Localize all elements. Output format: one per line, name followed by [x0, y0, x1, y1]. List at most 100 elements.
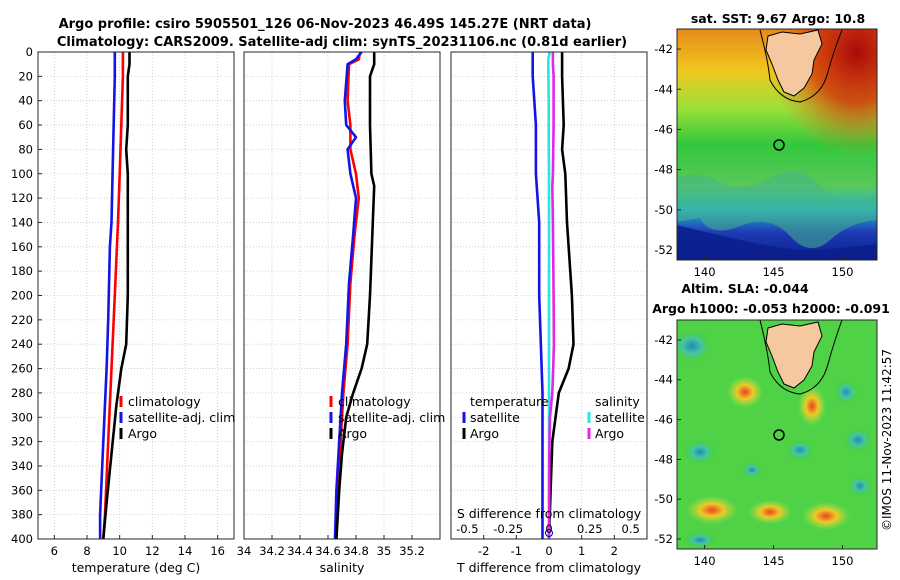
temperature-lines: [98, 52, 131, 539]
y-tick-label: 220: [11, 313, 33, 327]
sla-map-frame: [676, 319, 878, 550]
y-tick-label: 20: [18, 69, 33, 83]
sla-low-eddy: [848, 476, 872, 496]
y-tick-label: 280: [11, 386, 33, 400]
salinity-xticks: 34 34.2 34.4 34.6 34.8 35 35.2: [237, 535, 425, 558]
y-tick-label: 260: [11, 362, 33, 376]
x-tick-label: 34.8: [343, 544, 369, 558]
x-tick-label: -1: [511, 544, 522, 558]
sla-high-eddy: [802, 502, 850, 530]
y-tick-label: 0: [26, 45, 33, 59]
x-tick-label: 34.6: [315, 544, 341, 558]
difference-xlabel: T difference from climatology: [456, 560, 642, 575]
y-tick-label: 100: [11, 167, 33, 181]
temperature-legend: climatology satellite-adj. clim Argo: [119, 394, 235, 441]
map-y-tick-label: -44: [654, 82, 673, 96]
s-diff-tick-label: 0.5: [622, 522, 640, 536]
sla-map: Altim. SLA: -0.044 Argo h1000: -0.053 h2…: [652, 281, 890, 568]
series-line-s-argo: [547, 52, 556, 539]
sla-low-eddy: [677, 330, 712, 362]
salinity-panel: 34 34.2 34.4 34.6 34.8 35 35.2 salinity climat…: [237, 51, 445, 575]
x-tick-label: 14: [178, 544, 193, 558]
sla-low-eddy: [684, 440, 716, 464]
x-tick-label: 10: [112, 544, 127, 558]
x-tick-label: 16: [210, 544, 225, 558]
x-tick-label: 12: [145, 544, 160, 558]
map-y-tick-label: -46: [654, 413, 673, 427]
x-tick-label: 34: [237, 544, 252, 558]
figure-title-line1: Argo profile: csiro 5905501_126 06-Nov-2…: [59, 17, 592, 32]
y-tick-label: 200: [11, 289, 33, 303]
sla-low-eddy: [844, 428, 872, 452]
sla-low-eddy: [684, 532, 716, 548]
sla-map-xticks: 140 145 150: [694, 545, 854, 568]
sla-map-yticks: -42 -44 -46 -48 -50 -52: [654, 333, 681, 546]
sst-map-yticks: -42 -44 -46 -48 -50 -52: [654, 42, 681, 257]
y-tick-label: 180: [11, 264, 33, 278]
map-x-tick-label: 140: [694, 554, 716, 568]
sst-shelf-contour: [759, 29, 843, 103]
y-tick-label: 300: [11, 410, 33, 424]
map-y-tick-label: -42: [654, 42, 673, 56]
y-tick-label: 140: [11, 215, 33, 229]
temperature-grid: [38, 52, 234, 539]
x-tick-label: -2: [478, 544, 489, 558]
sla-field: [677, 320, 877, 549]
y-tick-label: 60: [18, 118, 33, 132]
x-tick-label: 6: [51, 544, 58, 558]
legend-satellite-label: satellite-adj. clim: [338, 410, 445, 425]
y-tick-label: 400: [11, 532, 33, 546]
s-diff-tick-label: -0.25: [493, 522, 523, 536]
temperature-xlabel: temperature (deg C): [72, 560, 201, 575]
sla-high-eddy: [727, 376, 763, 408]
x-tick-label: 35.2: [399, 544, 425, 558]
map-x-tick-label: 150: [832, 554, 854, 568]
series-line-satellite-adj-clim: [98, 52, 117, 539]
sst-front: [677, 171, 877, 249]
map-y-tick-label: -42: [654, 333, 673, 347]
sla-tasmania-landmass: [765, 321, 823, 389]
series-line-argo: [335, 52, 376, 539]
sla-high-eddy: [798, 386, 826, 426]
y-tick-label: 160: [11, 240, 33, 254]
difference-legend: temperature satellite Argo salinity sate…: [462, 394, 645, 441]
sla-high-eddy: [748, 500, 792, 524]
difference-frame: [450, 51, 648, 540]
map-y-tick-label: -52: [654, 243, 673, 257]
map-x-tick-label: 140: [694, 265, 716, 279]
y-tick-label: 40: [18, 94, 33, 108]
sla-shelf-contour: [759, 320, 843, 395]
sst-map-frame: [676, 28, 878, 261]
map-y-tick-label: -50: [654, 492, 673, 506]
figure-title-line2: Climatology: CARS2009. Satellite-adj cli…: [57, 35, 627, 50]
legend-temperature-header: temperature: [470, 394, 549, 409]
difference-panel: -2 -1 0 1 2 T difference from climatology S …: [450, 51, 648, 575]
s-difference-label: S difference from climatology: [457, 506, 642, 521]
map-x-tick-label: 145: [763, 554, 785, 568]
legend-climatology-label: climatology: [338, 394, 411, 409]
y-tick-label: 240: [11, 337, 33, 351]
sst-field: [677, 29, 877, 260]
legend-climatology-label: climatology: [128, 394, 201, 409]
series-line-argo: [102, 52, 131, 539]
x-tick-label: 1: [578, 544, 585, 558]
x-tick-label: 0: [545, 544, 552, 558]
sla-low-eddy: [834, 380, 858, 404]
sla-map-subtitle: Argo h1000: -0.053 h2000: -0.091: [652, 301, 890, 316]
map-y-tick-label: -44: [654, 373, 673, 387]
series-line-s-satellite: [546, 52, 551, 539]
sla-argo-location-marker: [773, 429, 785, 441]
s-difference-ticks: -0.5 -0.25 0 0.25 0.5: [456, 522, 640, 536]
x-tick-label: 35: [377, 544, 392, 558]
salinity-lines: [333, 52, 376, 539]
y-tick-label: 80: [18, 142, 33, 156]
legend-s-satellite-label: satellite: [595, 410, 645, 425]
salinity-xlabel: salinity: [320, 560, 365, 575]
legend-t-argo-label: Argo: [470, 426, 499, 441]
series-line-satellite-adj-clim: [333, 52, 363, 539]
sla-high-eddy: [686, 496, 738, 524]
legend-satellite-label: satellite-adj. clim: [128, 410, 235, 425]
sla-low-eddy: [786, 440, 814, 460]
temperature-yticks: 0 20 40 60 80 100 120 140 160 180 200 220 240 260 280 3…: [11, 45, 42, 546]
